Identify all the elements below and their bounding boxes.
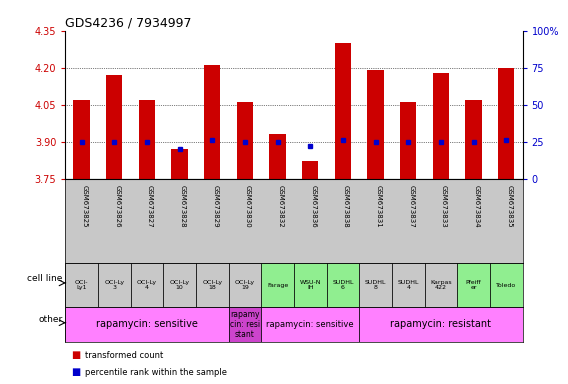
Bar xyxy=(359,263,392,307)
Bar xyxy=(400,102,416,179)
Bar xyxy=(335,43,351,179)
Bar xyxy=(139,100,155,179)
Bar xyxy=(302,161,319,179)
Text: transformed count: transformed count xyxy=(85,351,164,360)
Bar xyxy=(131,263,164,307)
Text: GSM673832: GSM673832 xyxy=(278,185,283,228)
Text: GSM673825: GSM673825 xyxy=(82,185,87,228)
Bar xyxy=(261,307,360,342)
Text: rapamycin: sensitive: rapamycin: sensitive xyxy=(96,319,198,329)
Text: OCI-Ly
4: OCI-Ly 4 xyxy=(137,280,157,290)
Text: Farage: Farage xyxy=(267,283,288,288)
Text: ■: ■ xyxy=(71,350,80,360)
Bar xyxy=(196,263,229,307)
Bar xyxy=(164,263,196,307)
Text: GSM673838: GSM673838 xyxy=(343,185,349,228)
Text: Toledo: Toledo xyxy=(496,283,516,288)
Text: GSM673834: GSM673834 xyxy=(474,185,479,228)
Text: OCI-
Ly1: OCI- Ly1 xyxy=(75,280,89,290)
Text: Pfeiff
er: Pfeiff er xyxy=(466,280,482,290)
Bar xyxy=(204,65,220,179)
Text: Karpas
422: Karpas 422 xyxy=(430,280,452,290)
Bar xyxy=(457,263,490,307)
Text: GDS4236 / 7934997: GDS4236 / 7934997 xyxy=(65,17,192,30)
Text: WSU-N
IH: WSU-N IH xyxy=(299,280,321,290)
Text: GSM673827: GSM673827 xyxy=(147,185,153,228)
Bar xyxy=(327,263,360,307)
Bar xyxy=(433,73,449,179)
Bar xyxy=(490,263,523,307)
Text: GSM673835: GSM673835 xyxy=(506,185,512,228)
Bar xyxy=(65,307,228,342)
Bar xyxy=(229,307,261,342)
Bar xyxy=(498,68,515,179)
Bar xyxy=(392,263,425,307)
Text: GSM673836: GSM673836 xyxy=(310,185,316,228)
Text: percentile rank within the sample: percentile rank within the sample xyxy=(85,368,227,377)
Text: ■: ■ xyxy=(71,367,80,377)
Text: OCI-Ly
10: OCI-Ly 10 xyxy=(170,280,190,290)
Text: cell line: cell line xyxy=(27,274,62,283)
Text: SUDHL
8: SUDHL 8 xyxy=(365,280,386,290)
Bar xyxy=(269,134,286,179)
Text: SUDHL
6: SUDHL 6 xyxy=(332,280,354,290)
Text: OCI-Ly
18: OCI-Ly 18 xyxy=(202,280,222,290)
Bar xyxy=(73,100,90,179)
Text: GSM673831: GSM673831 xyxy=(375,185,382,228)
Text: GSM673828: GSM673828 xyxy=(179,185,186,228)
Bar xyxy=(465,100,482,179)
Text: SUDHL
4: SUDHL 4 xyxy=(398,280,419,290)
Bar xyxy=(106,75,123,179)
Bar xyxy=(359,307,523,342)
Bar xyxy=(367,70,384,179)
Text: GSM673830: GSM673830 xyxy=(245,185,251,228)
Bar xyxy=(294,263,327,307)
Text: rapamycin: sensitive: rapamycin: sensitive xyxy=(266,320,354,329)
Text: other: other xyxy=(38,315,62,324)
Bar xyxy=(425,263,457,307)
Text: GSM673829: GSM673829 xyxy=(212,185,218,228)
Bar xyxy=(237,102,253,179)
Text: GSM673826: GSM673826 xyxy=(114,185,120,228)
Text: rapamy
cin: resi
stant: rapamy cin: resi stant xyxy=(230,310,260,339)
Bar xyxy=(98,263,131,307)
Bar xyxy=(229,263,261,307)
Text: OCI-Ly
3: OCI-Ly 3 xyxy=(105,280,124,290)
Bar xyxy=(261,263,294,307)
Bar xyxy=(172,149,188,179)
Text: GSM673837: GSM673837 xyxy=(408,185,414,228)
Text: rapamycin: resistant: rapamycin: resistant xyxy=(390,319,491,329)
Text: OCI-Ly
19: OCI-Ly 19 xyxy=(235,280,255,290)
Text: GSM673833: GSM673833 xyxy=(441,185,447,228)
Bar xyxy=(65,263,98,307)
